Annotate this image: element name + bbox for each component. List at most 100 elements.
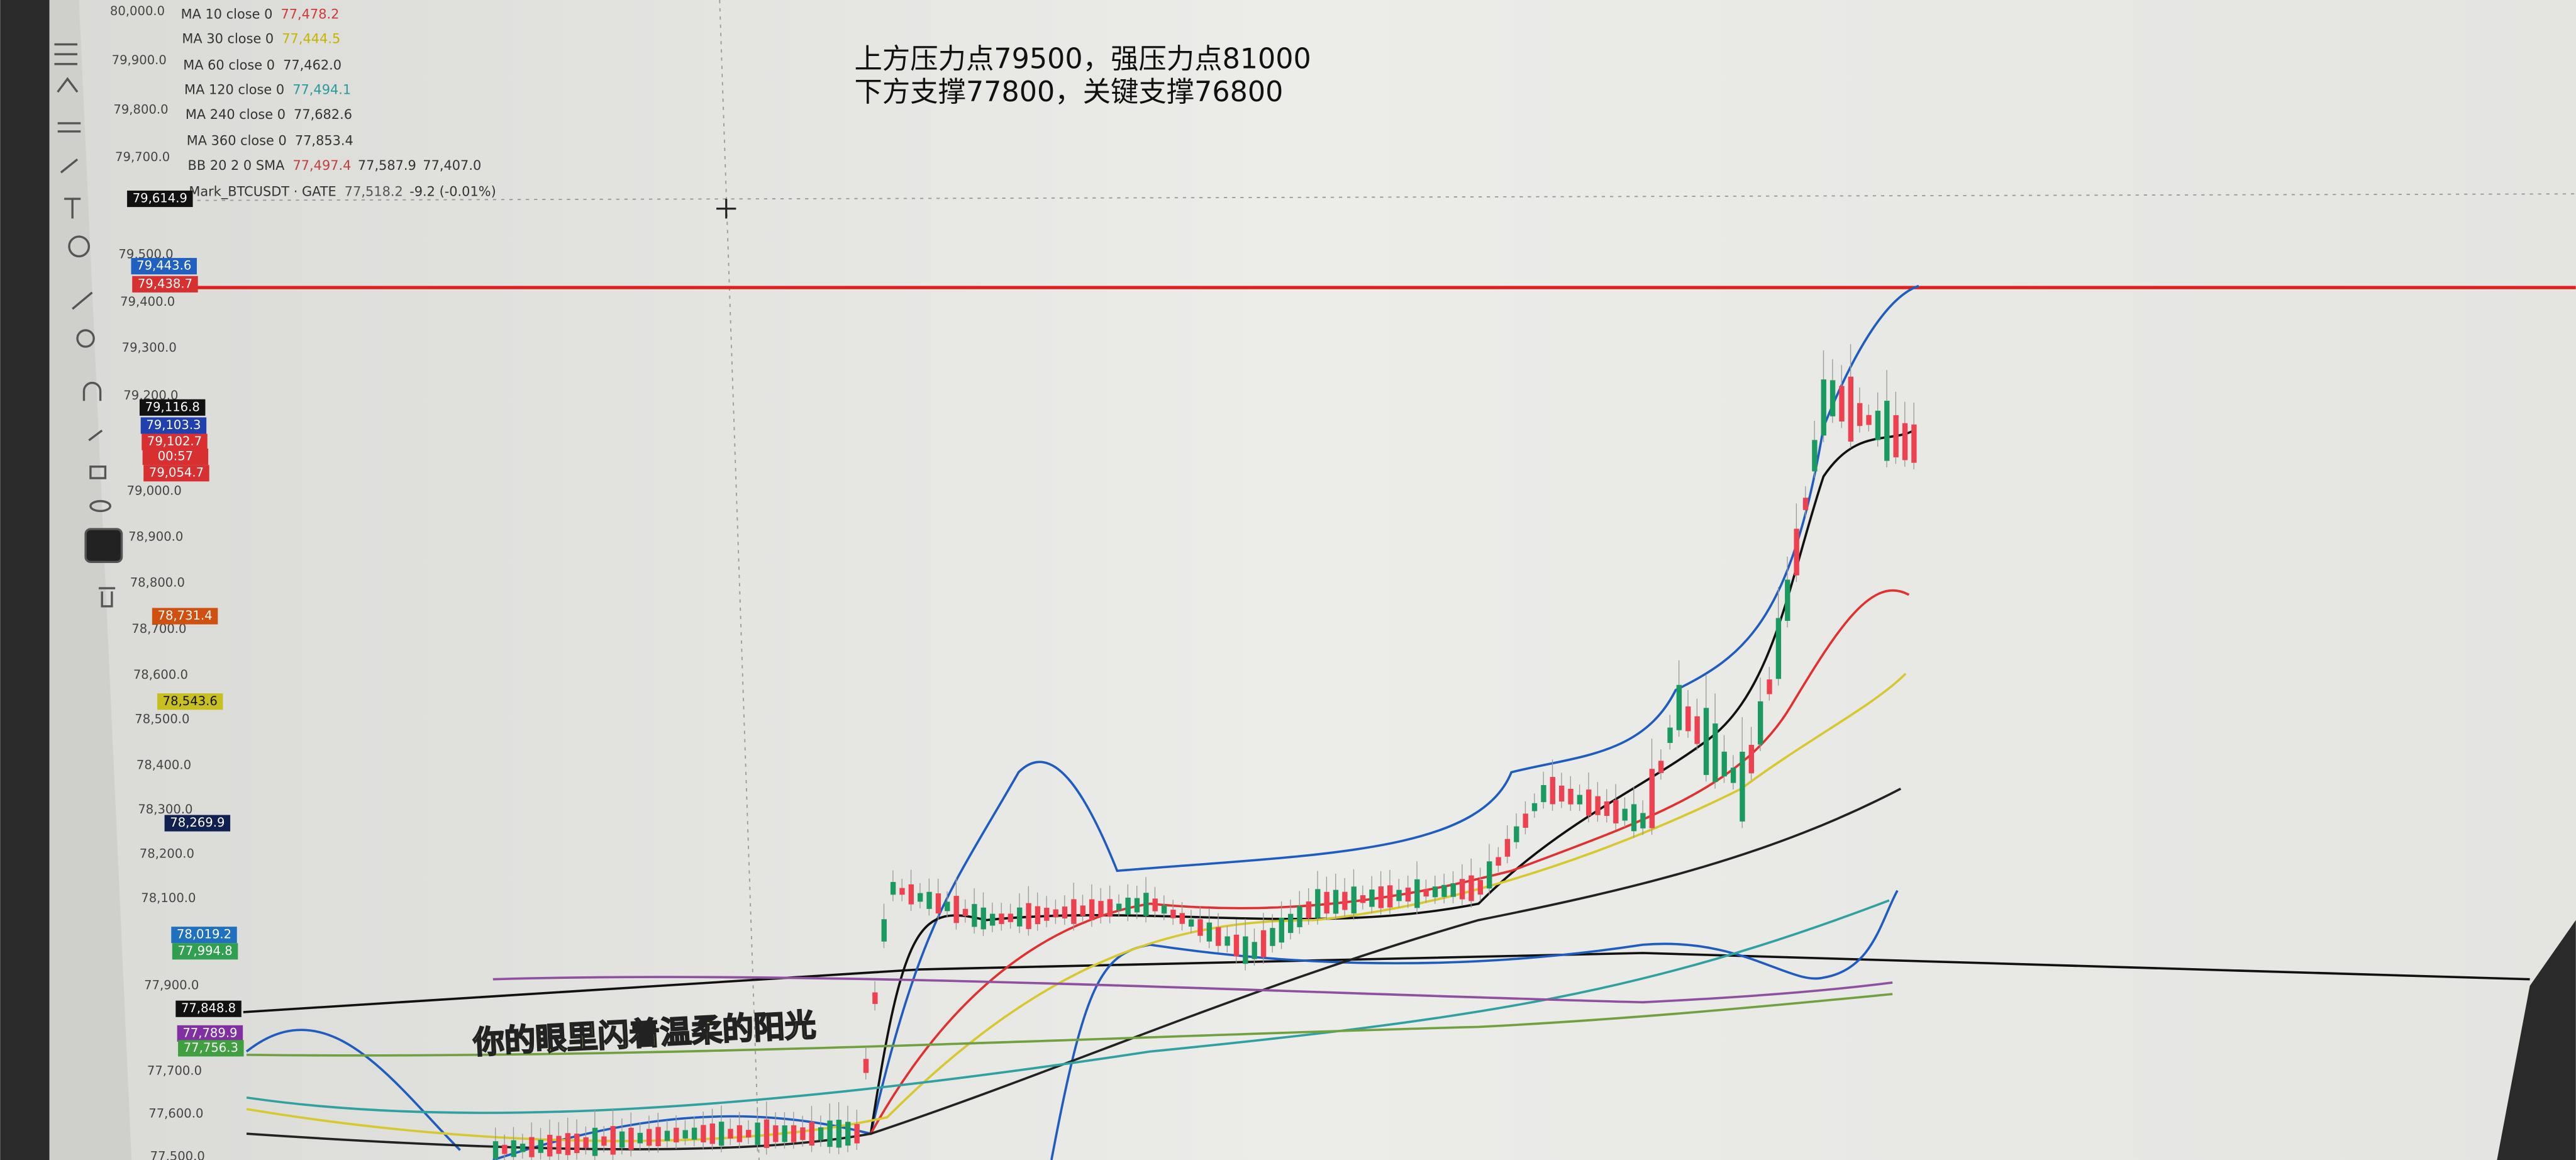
bezel-corner	[2497, 920, 2576, 1160]
price-tag	[132, 276, 198, 293]
candle-body	[511, 1140, 516, 1157]
candle-body	[836, 1120, 842, 1148]
candle-body	[1667, 727, 1673, 744]
price-label: 79,400.0	[120, 294, 175, 309]
price-label: 79,800.0	[113, 102, 168, 116]
price-tag	[142, 433, 208, 450]
price-label: 78,300.0	[138, 802, 192, 817]
candle-body	[728, 1129, 733, 1139]
tool-text[interactable]	[64, 198, 81, 219]
indicator-label[interactable]: Mark_BTCUSDT · GATE	[189, 184, 336, 199]
candle-body	[1423, 889, 1429, 897]
price-axis: 80,000.0 79,900.0 79,800.0 79,700.0 79,500.0…	[110, 4, 244, 1160]
tool-lines[interactable]	[54, 43, 78, 65]
candle-body	[1152, 898, 1158, 912]
candle-body	[1794, 528, 1799, 576]
price-label: 79,300.0	[122, 340, 177, 355]
tool-ruler[interactable]	[72, 291, 93, 310]
candle-body	[610, 1126, 616, 1155]
indicator-label[interactable]: MA 60 close 0	[183, 57, 275, 72]
candle-body	[1839, 386, 1845, 422]
candle-body	[1459, 879, 1465, 900]
price-tag	[140, 417, 207, 434]
cursor	[716, 199, 736, 219]
candle-body	[1785, 579, 1790, 621]
candle-body	[1775, 618, 1782, 679]
candle-body	[881, 919, 887, 942]
price-tag	[139, 399, 206, 416]
tool-zoom[interactable]	[76, 329, 95, 348]
candle-body	[1116, 903, 1122, 911]
price-label: 79,900.0	[112, 53, 167, 67]
candle-body	[1315, 889, 1321, 918]
indicator-label[interactable]: MA 240 close 0	[186, 107, 286, 122]
candle-body	[492, 1141, 499, 1159]
candle-body	[1477, 880, 1484, 895]
tool-emoji[interactable]	[68, 235, 91, 258]
candle-body	[1568, 788, 1574, 805]
candle-body	[1550, 777, 1555, 805]
candle-body	[755, 1122, 760, 1145]
tool-pattern[interactable]	[57, 77, 79, 93]
candle-body	[1531, 803, 1538, 811]
candle-body	[1893, 415, 1899, 457]
price-label: 80,000.0	[110, 4, 165, 18]
candle-body	[701, 1125, 706, 1143]
candle-body	[736, 1125, 743, 1142]
price-label: 78,400.0	[136, 758, 191, 772]
price-tag-label: 77,756.3	[184, 1040, 238, 1055]
price-tag	[172, 943, 238, 960]
candle-body	[1378, 886, 1384, 908]
candle-body	[1730, 767, 1736, 783]
price-label: 77,500.0	[150, 1149, 205, 1160]
indicator-label[interactable]: MA 30 close 0	[182, 31, 274, 47]
tool-lock-draw[interactable]	[88, 429, 103, 442]
candle-body	[854, 1124, 860, 1144]
candle-body	[682, 1130, 688, 1139]
candle-body	[574, 1134, 580, 1154]
candle-body	[953, 896, 959, 923]
candle-body	[1857, 403, 1863, 427]
indicator-value: 77,853.4	[295, 133, 353, 148]
candle-body	[1252, 942, 1257, 959]
candle-body	[1387, 885, 1393, 908]
tool-fib[interactable]	[57, 122, 81, 133]
tool-magnet[interactable]	[82, 381, 102, 401]
price-label: 79,500.0	[118, 247, 173, 261]
tool-brush[interactable]	[60, 159, 79, 174]
candle-body	[647, 1129, 652, 1146]
candle-body	[1396, 890, 1402, 901]
candle-body	[1911, 424, 1917, 463]
candle-body	[1071, 899, 1077, 924]
indicator-label[interactable]: MA 10 close 0	[181, 7, 273, 22]
candle-body	[1369, 890, 1375, 907]
tool-trash[interactable]	[98, 587, 116, 608]
price-tag	[143, 465, 209, 482]
tool-lock[interactable]	[89, 466, 107, 479]
price-label: 79,000.0	[127, 483, 182, 498]
candle-body	[1342, 891, 1348, 910]
candle-body	[1098, 901, 1104, 917]
candle-body	[628, 1127, 634, 1150]
price-label: 77,600.0	[148, 1106, 203, 1120]
ma360	[247, 993, 1893, 1057]
tool-eye[interactable]	[89, 499, 111, 512]
candle-body	[1224, 936, 1230, 946]
candle-body	[1504, 839, 1511, 857]
price-label: 79,700.0	[115, 150, 170, 164]
indicator-label[interactable]: BB 20 2 0 SMA	[188, 158, 286, 173]
price-tag-label: 79,103.3	[146, 418, 201, 432]
price-label: 79,200.0	[123, 388, 178, 403]
candle-body	[1694, 716, 1700, 744]
tool-link[interactable]	[84, 528, 123, 563]
candle-body	[1279, 918, 1284, 943]
toolbar[interactable]	[54, 43, 123, 608]
indicator-label[interactable]: MA 360 close 0	[187, 133, 287, 148]
candle-body	[1713, 723, 1718, 783]
indicator-label[interactable]: MA 120 close 0	[184, 82, 284, 98]
candle-body	[1080, 905, 1085, 916]
candle-body	[999, 913, 1004, 924]
candle-body	[637, 1132, 643, 1144]
candle-body	[1649, 769, 1655, 828]
candle-body	[1125, 897, 1131, 915]
